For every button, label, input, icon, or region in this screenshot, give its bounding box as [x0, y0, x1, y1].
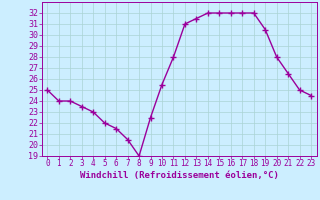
X-axis label: Windchill (Refroidissement éolien,°C): Windchill (Refroidissement éolien,°C) — [80, 171, 279, 180]
